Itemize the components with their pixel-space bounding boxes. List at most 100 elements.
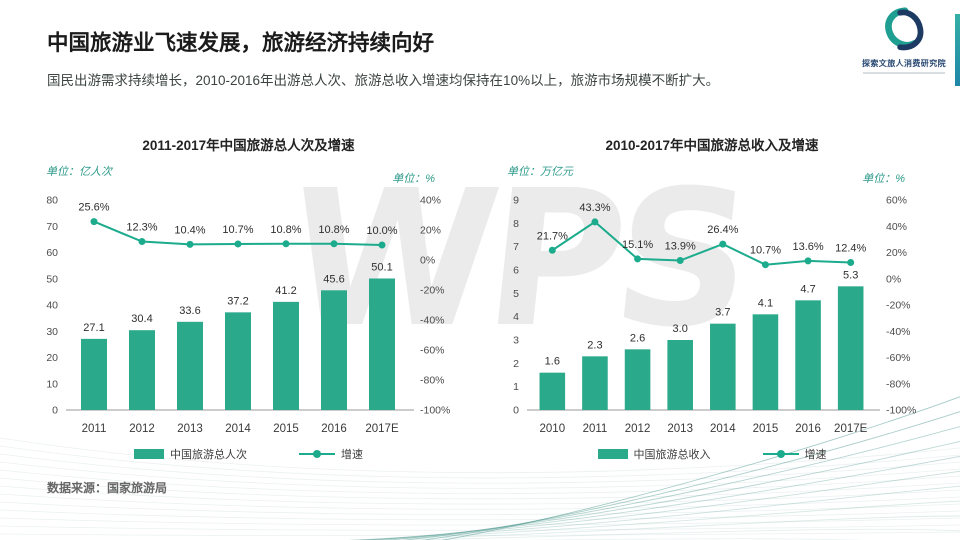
left-unit-label: 单位：万亿元 xyxy=(507,166,573,178)
chart-plot: 9 8 7 6 5 4 3 2 1 0 60% 40% 20% 0% -20% -40% -60% -80% -10… xyxy=(513,195,916,436)
svg-text:3.0: 3.0 xyxy=(673,323,688,335)
svg-text:10.8%: 10.8% xyxy=(270,224,301,236)
svg-text:10.7%: 10.7% xyxy=(750,245,781,257)
svg-text:4.7: 4.7 xyxy=(800,283,815,295)
svg-text:50: 50 xyxy=(46,273,58,285)
svg-text:6: 6 xyxy=(513,265,519,277)
svg-text:4: 4 xyxy=(513,311,519,323)
svg-text:-100%: -100% xyxy=(886,405,916,417)
svg-text:26.4%: 26.4% xyxy=(707,224,738,236)
page-subtitle: 国民出游需求持续增长，2010-2016年出游总人次、旅游总收入增速均保持在10… xyxy=(47,73,720,88)
svg-text:12.3%: 12.3% xyxy=(126,222,157,234)
right-unit-label: 单位：% xyxy=(862,173,905,185)
svg-text:15.1%: 15.1% xyxy=(622,239,653,251)
institute-logo: 探索文旅人消费研究院 xyxy=(858,6,950,74)
svg-text:2013: 2013 xyxy=(667,423,693,435)
svg-text:-100%: -100% xyxy=(420,405,450,417)
svg-text:-60%: -60% xyxy=(886,352,911,364)
legend-item-line: 增速 xyxy=(299,446,363,462)
svg-text:5: 5 xyxy=(513,288,519,300)
svg-text:0: 0 xyxy=(513,405,519,417)
left-unit-label: 单位：亿人次 xyxy=(46,166,112,178)
svg-text:9: 9 xyxy=(513,195,519,207)
chart-title: 2010-2017年中国旅游总收入及增速 xyxy=(605,138,819,153)
svg-text:0%: 0% xyxy=(420,255,435,267)
page-title: 中国旅游业飞速发展，旅游经济持续向好 xyxy=(47,31,435,55)
line-swatch xyxy=(299,450,335,458)
svg-text:40%: 40% xyxy=(886,221,907,233)
svg-text:3: 3 xyxy=(513,335,519,347)
svg-text:2.3: 2.3 xyxy=(587,339,602,351)
logo-text: 探索文旅人消费研究院 xyxy=(862,59,946,68)
legend-label: 增速 xyxy=(804,449,827,461)
chart-legend: 中国旅游总收入 增速 xyxy=(497,446,927,462)
svg-text:80: 80 xyxy=(46,195,58,207)
svg-text:1: 1 xyxy=(513,381,519,393)
svg-text:0: 0 xyxy=(52,405,58,417)
svg-text:10: 10 xyxy=(46,378,58,390)
svg-text:60: 60 xyxy=(46,247,58,259)
chart-legend: 中国旅游总人次 增速 xyxy=(36,446,461,462)
legend-item-line: 增速 xyxy=(762,446,827,462)
svg-text:0%: 0% xyxy=(886,273,901,285)
legend-item-bars: 中国旅游总收入 xyxy=(597,446,711,462)
svg-text:10.0%: 10.0% xyxy=(366,225,397,237)
legend-label: 增速 xyxy=(341,449,363,461)
legend-item-bars: 中国旅游总人次 xyxy=(134,446,247,462)
chart-plot: 80 70 60 50 40 30 20 10 0 40% 20% 0% -20% -40% -60% -80… xyxy=(46,195,450,436)
svg-text:2016: 2016 xyxy=(795,423,821,435)
svg-text:43.3%: 43.3% xyxy=(579,202,610,214)
svg-text:13.6%: 13.6% xyxy=(792,241,823,253)
svg-text:8: 8 xyxy=(513,218,519,230)
data-source: 数据来源：国家旅游局 xyxy=(47,481,168,495)
svg-text:10.4%: 10.4% xyxy=(174,224,205,236)
svg-text:20%: 20% xyxy=(886,247,907,259)
svg-text:2012: 2012 xyxy=(625,423,651,435)
line-swatch xyxy=(762,450,799,458)
svg-text:40%: 40% xyxy=(420,195,441,207)
svg-text:7: 7 xyxy=(513,241,519,253)
svg-text:1.6: 1.6 xyxy=(545,356,560,368)
svg-text:25.6%: 25.6% xyxy=(78,202,109,214)
svg-text:4.1: 4.1 xyxy=(758,297,773,309)
svg-text:2016: 2016 xyxy=(321,423,347,435)
svg-text:70: 70 xyxy=(46,221,58,233)
svg-text:2010: 2010 xyxy=(540,423,566,435)
right-unit-label: 单位：% xyxy=(392,173,435,185)
svg-text:12.4%: 12.4% xyxy=(835,242,866,254)
line-dot-icon xyxy=(776,450,785,458)
svg-text:2015: 2015 xyxy=(753,423,779,435)
svg-text:2011: 2011 xyxy=(82,423,107,435)
svg-text:-60%: -60% xyxy=(420,345,445,357)
svg-text:3.7: 3.7 xyxy=(715,307,730,319)
svg-text:2011: 2011 xyxy=(583,423,608,435)
svg-text:40: 40 xyxy=(46,300,58,312)
svg-text:-40%: -40% xyxy=(420,315,445,327)
logo-subtext-line xyxy=(863,72,945,74)
svg-text:2015: 2015 xyxy=(273,423,299,435)
svg-text:60%: 60% xyxy=(886,195,907,207)
svg-text:-20%: -20% xyxy=(420,285,445,297)
legend-label: 中国旅游总收入 xyxy=(633,449,711,461)
svg-text:30.4: 30.4 xyxy=(131,313,152,325)
svg-text:2012: 2012 xyxy=(129,423,155,435)
svg-text:2014: 2014 xyxy=(710,423,736,435)
svg-text:-40%: -40% xyxy=(886,326,911,338)
svg-text:45.6: 45.6 xyxy=(323,273,344,285)
svg-text:10.7%: 10.7% xyxy=(222,224,253,236)
edge-accent-bar xyxy=(955,14,960,86)
svg-text:30: 30 xyxy=(46,326,58,338)
svg-text:2: 2 xyxy=(513,358,519,370)
svg-text:2013: 2013 xyxy=(177,423,203,435)
svg-text:13.9%: 13.9% xyxy=(665,241,696,253)
bar-swatch xyxy=(134,449,164,459)
bar-swatch xyxy=(597,449,628,459)
svg-text:20%: 20% xyxy=(420,225,441,237)
svg-text:21.7%: 21.7% xyxy=(537,230,568,242)
legend-label: 中国旅游总人次 xyxy=(170,449,247,461)
swirl-logo-icon xyxy=(885,7,924,51)
chart-title: 2011-2017年中国旅游总人次及增速 xyxy=(142,138,355,153)
svg-text:2014: 2014 xyxy=(225,423,251,435)
svg-text:10.8%: 10.8% xyxy=(318,224,349,236)
